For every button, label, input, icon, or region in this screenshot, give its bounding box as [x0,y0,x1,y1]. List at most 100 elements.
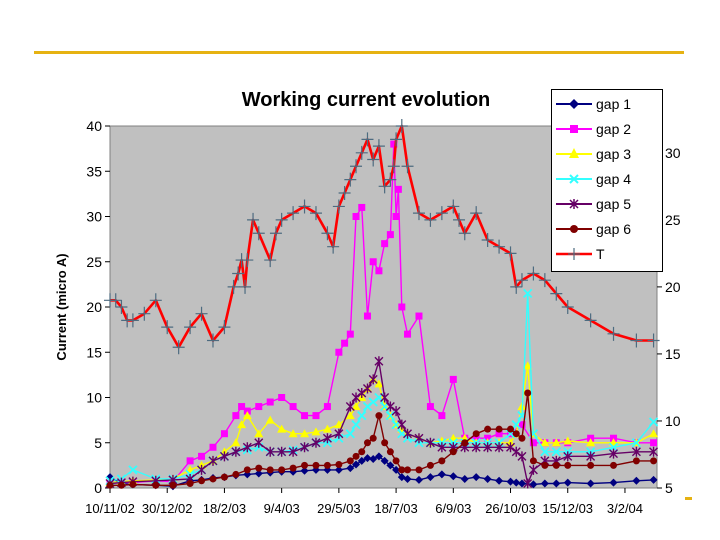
data-point [209,443,217,451]
data-point [426,461,434,469]
y2-tick-label: 15 [665,346,681,362]
data-point [169,481,177,489]
data-point [483,474,492,483]
data-point [322,424,332,433]
data-point [523,288,533,299]
data-point [300,466,309,475]
x-tick-label: 9/4/03 [264,501,300,516]
data-point [438,412,446,420]
data-point [461,439,469,447]
data-point [385,401,395,412]
data-point [453,212,466,227]
data-point [254,429,264,438]
data-point [552,479,561,488]
data-point [369,434,377,442]
legend-swatch [556,99,592,109]
y-tick-label: 40 [86,118,102,134]
data-point [255,403,263,411]
data-point [650,439,658,447]
data-point [504,246,517,261]
legend-swatch [556,125,592,133]
data-point [385,410,396,421]
data-point [350,159,363,174]
data-point [129,480,137,488]
legend-label: gap 2 [596,121,632,137]
data-point [458,226,471,241]
data-point [550,286,563,301]
data-point [472,430,480,438]
legend: gap 1 gap 2 gap 3 gap 4 gap 5 gap 6 T [551,89,663,272]
data-point [493,239,506,254]
data-point [512,430,520,438]
data-point [335,460,343,468]
data-point [357,410,367,421]
data-point [369,258,377,266]
data-point [395,119,408,133]
data-point [197,464,207,475]
data-point [375,412,383,420]
data-point [380,456,389,465]
data-point [484,434,492,442]
data-point [631,446,641,457]
data-point [586,451,596,462]
data-point [384,172,397,187]
legend-item-gap-5: gap 5 [552,194,662,214]
data-point [449,472,458,481]
data-point [186,479,194,487]
data-point [301,461,309,469]
data-point [392,213,400,220]
data-point [460,474,469,483]
data-point [527,266,540,281]
data-point [266,466,274,474]
data-point [381,240,389,248]
series-gap-6 [106,389,658,489]
data-point [426,403,434,411]
legend-label: T [596,246,605,262]
x-tick-label: 15/12/03 [542,501,593,516]
data-point [186,457,194,465]
legend-item-gap-2: gap 2 [552,119,662,139]
x-tick-label: 30/12/02 [142,501,193,516]
data-point [363,454,372,463]
data-point [515,273,528,288]
data-point [232,266,245,281]
data-point [563,478,572,487]
data-point [386,448,394,456]
data-point [161,320,174,335]
data-point [184,320,197,335]
y2-tick-label: 25 [665,212,681,228]
data-point [126,313,139,328]
data-point [495,476,504,485]
data-point [540,479,549,488]
data-point [404,466,412,474]
data-point [495,430,503,438]
data-point [378,179,391,194]
data-point [243,407,251,415]
data-point [494,442,504,453]
data-point [447,199,460,214]
data-point [312,461,320,469]
data-point [426,473,435,482]
series-gap-2 [106,140,658,487]
data-point [346,464,355,473]
x-tick-label: 18/2/03 [203,501,246,516]
data-point [338,186,351,201]
data-point [649,446,659,457]
data-point [511,420,521,430]
data-point [374,452,383,461]
data-point [358,448,366,456]
data-point [415,466,423,474]
data-point [247,212,260,227]
data-point [483,442,493,453]
data-point [392,465,401,474]
data-point [607,326,620,341]
data-point [352,452,360,460]
data-point [367,152,380,167]
data-point [561,300,574,314]
data-point [404,330,412,338]
data-point [264,253,277,268]
data-point [227,279,240,294]
data-point [397,419,407,430]
data-point [138,306,151,321]
data-point [208,455,218,466]
